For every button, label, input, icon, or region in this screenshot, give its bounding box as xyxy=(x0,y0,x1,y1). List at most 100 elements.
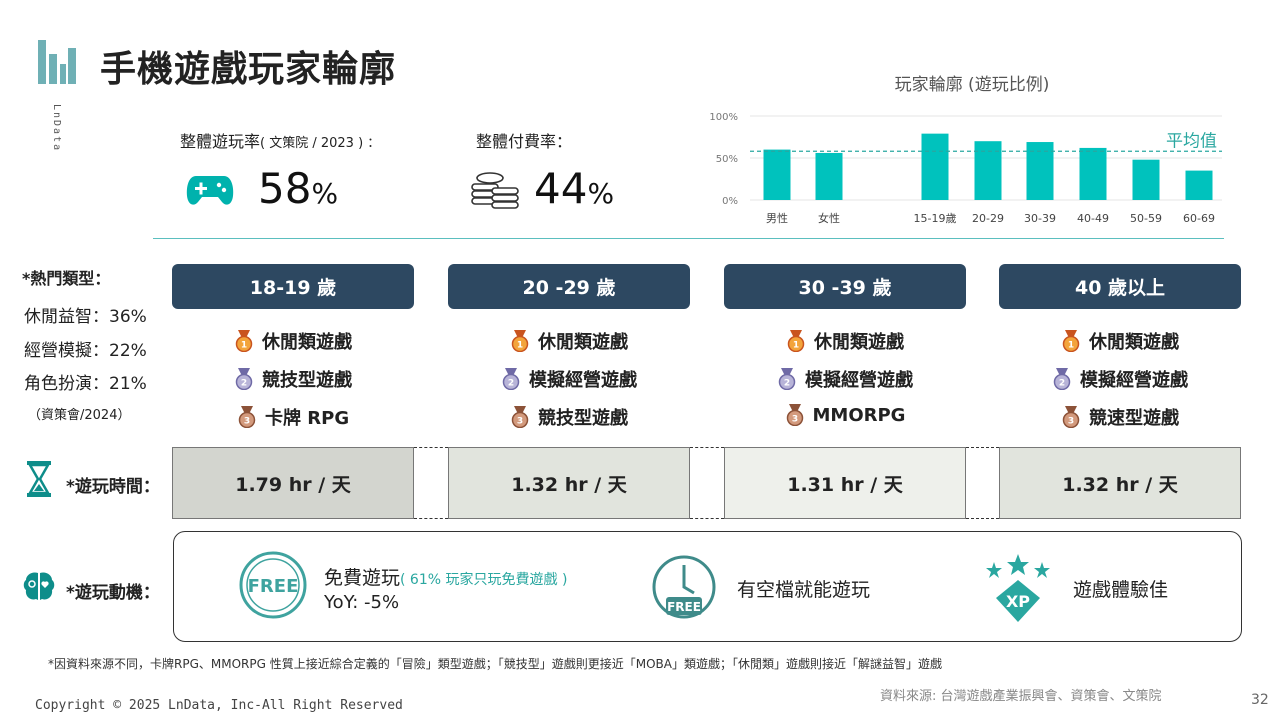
medal-rank-3-icon: 3 xyxy=(786,404,803,426)
experience-text: 遊戲體驗佳 xyxy=(1073,579,1169,601)
x-tick-label: 30-39 xyxy=(1024,212,1056,225)
rank-label: 休閒類遊戲 xyxy=(814,332,904,353)
y-tick-label: 50% xyxy=(716,154,738,165)
rank-2-item: 2 模擬經營遊戲 xyxy=(777,366,913,392)
spare-time-text: 有空檔就能遊玩 xyxy=(737,579,871,601)
popular-genres-heading: *熱門類型： xyxy=(22,269,111,288)
play-rate-label: 整體遊玩率( 文策院 / 2023 ) ： xyxy=(180,132,381,151)
rank-2-item: 2 模擬經營遊戲 xyxy=(1052,366,1188,392)
medal-rank-2-icon: 2 xyxy=(1053,368,1071,390)
motivation-panel xyxy=(173,531,1242,642)
bar xyxy=(763,149,791,200)
medal-rank-1-icon: 1 xyxy=(235,330,253,352)
rank-label: 模擬經營遊戲 xyxy=(1080,370,1188,391)
bar xyxy=(815,152,843,200)
medal-rank-2-icon: 2 xyxy=(778,368,796,390)
svg-text:1: 1 xyxy=(241,341,247,351)
copyright: Copyright © 2025 LnData, Inc-All Right R… xyxy=(35,698,403,713)
svg-text:1: 1 xyxy=(793,341,799,351)
svg-text:2: 2 xyxy=(508,379,514,389)
hourglass-icon xyxy=(27,461,51,497)
timer-free-text: FREE xyxy=(667,600,701,614)
x-tick-label: 男性 xyxy=(766,211,788,225)
svg-text:1: 1 xyxy=(517,341,523,351)
rank-label: 休閒類遊戲 xyxy=(1089,332,1179,353)
medal-rank-3-icon: 3 xyxy=(238,406,256,428)
medal-rank-2-icon: 2 xyxy=(502,368,520,390)
svg-text:3: 3 xyxy=(244,417,250,427)
brand-vertical: LnData xyxy=(51,104,62,153)
dashed-connector xyxy=(690,447,724,519)
svg-text:3: 3 xyxy=(791,415,797,425)
y-tick-label: 100% xyxy=(709,112,738,123)
play-time-18-19: 1.79 hr / 天 xyxy=(172,447,414,519)
medal-rank-3-icon: 3 xyxy=(511,406,529,428)
x-tick-label: 40-49 xyxy=(1077,212,1109,225)
play-time-30-39: 1.31 hr / 天 xyxy=(724,447,966,519)
section-divider xyxy=(153,238,1224,239)
rank-3-item: 3 MMORPG xyxy=(785,404,906,426)
x-tick-label: 女性 xyxy=(818,211,840,225)
bar xyxy=(1185,170,1213,200)
rank-1-item: 1 休閒類遊戲 xyxy=(234,328,352,354)
play-time-40-plus: 1.32 hr / 天 xyxy=(999,447,1241,519)
play-time-label: *遊玩時間： xyxy=(66,477,160,497)
play-rate-value: 58% xyxy=(258,164,339,213)
rank-label: 休閒類遊戲 xyxy=(538,332,628,353)
age-header-18-19: 18-19 歲 xyxy=(172,264,414,309)
footnote: *因資料來源不同，卡牌RPG、MMORPG 性質上接近綜合定義的「冒險」類型遊戲… xyxy=(48,657,942,671)
player-profile-chart: 玩家輪廓 (遊玩比例) 100% 50% 0% 男性 女性 15-19歲 20-29 30-39… xyxy=(700,70,1240,230)
age-header-30-39: 30 -39 歲 xyxy=(724,264,966,309)
timer-free-icon: FREE xyxy=(652,555,716,619)
rank-label: 休閒類遊戲 xyxy=(262,332,352,353)
coins-icon xyxy=(471,172,519,209)
motivation-label: *遊玩動機： xyxy=(66,583,160,603)
gamepad-icon xyxy=(186,176,234,205)
genre-item: 經營模擬：22% xyxy=(24,341,147,361)
medal-rank-3-icon: 3 xyxy=(1062,406,1080,428)
rank-label: 競技型遊戲 xyxy=(538,408,628,429)
svg-text:3: 3 xyxy=(517,417,523,427)
rank-label: 卡牌 RPG xyxy=(265,408,350,429)
age-header-20-29: 20 -29 歲 xyxy=(448,264,690,309)
average-label: 平均值 xyxy=(1166,131,1217,151)
play-time-20-29: 1.32 hr / 天 xyxy=(448,447,690,519)
rank-3-item: 3 競技型遊戲 xyxy=(510,404,628,430)
rank-3-item: 3 競速型遊戲 xyxy=(1061,404,1179,430)
xp-badge-text: XP xyxy=(1006,592,1030,611)
svg-text:3: 3 xyxy=(1068,417,1074,427)
svg-text:2: 2 xyxy=(784,379,790,389)
genre-item: 角色扮演：21% xyxy=(24,374,147,394)
rank-label: MMORPG xyxy=(812,404,906,426)
dashed-connector xyxy=(966,447,999,519)
genre-source: （資策會/2024） xyxy=(28,408,131,423)
genre-item: 休閒益智：36% xyxy=(24,307,147,327)
x-tick-label: 15-19歲 xyxy=(914,211,957,225)
pay-rate-label: 整體付費率： xyxy=(476,132,573,151)
medal-rank-1-icon: 1 xyxy=(787,330,805,352)
medal-rank-1-icon: 1 xyxy=(1062,330,1080,352)
dashed-connector xyxy=(414,447,448,519)
bar xyxy=(974,141,1002,200)
rank-label: 競速型遊戲 xyxy=(1089,408,1179,429)
free-badge-icon: FREE xyxy=(239,551,307,619)
x-tick-label: 50-59 xyxy=(1130,212,1162,225)
rank-1-item: 1 休閒類遊戲 xyxy=(786,328,904,354)
free-badge-text: FREE xyxy=(248,576,299,597)
bar xyxy=(1079,147,1107,200)
data-source: 資料來源: 台灣遊戲產業振興會、資策會、文策院 xyxy=(880,689,1162,704)
medal-rank-1-icon: 1 xyxy=(511,330,529,352)
rank-3-item: 3 卡牌 RPG xyxy=(237,404,349,430)
x-tick-label: 20-29 xyxy=(972,212,1004,225)
rank-1-item: 1 休閒類遊戲 xyxy=(510,328,628,354)
brain-icon xyxy=(23,572,55,600)
rank-1-item: 1 休閒類遊戲 xyxy=(1061,328,1179,354)
rank-label: 模擬經營遊戲 xyxy=(529,370,637,391)
xp-badge-icon: XP xyxy=(986,554,1050,622)
age-header-40-plus: 40 歲以上 xyxy=(999,264,1241,309)
medal-rank-2-icon: 2 xyxy=(235,368,253,390)
y-tick-label: 0% xyxy=(722,196,738,207)
free-play-yoy: YoY: -5% xyxy=(324,592,400,613)
chart-title: 玩家輪廓 (遊玩比例) xyxy=(895,75,1050,95)
lndata-logo-icon xyxy=(38,40,76,84)
